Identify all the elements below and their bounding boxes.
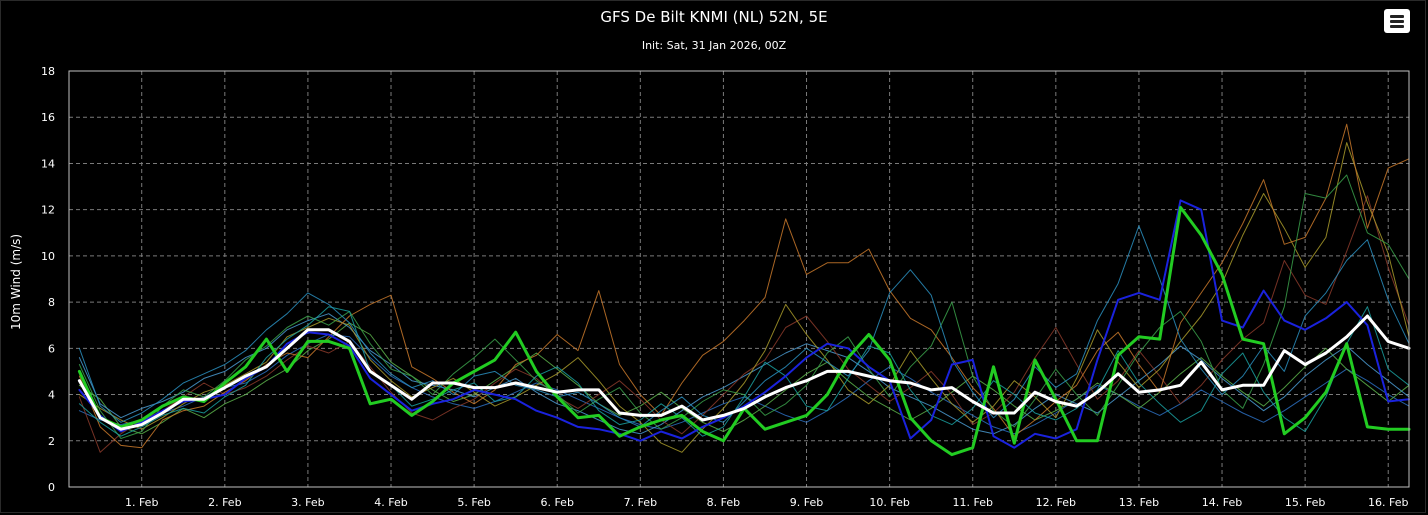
- y-tick-labels: 0 2 4 6 8 10 12 14 16 18: [41, 65, 55, 494]
- y-tick-label: 4: [48, 389, 55, 402]
- series-line: [78, 322, 1410, 435]
- plot-border: [68, 70, 1410, 488]
- x-tick-label: 7. Feb: [624, 496, 657, 509]
- y-tick-label: 8: [48, 296, 55, 309]
- y-tick-label: 0: [48, 481, 55, 494]
- x-tick-label: 3. Feb: [291, 496, 324, 509]
- series-line: [78, 174, 1410, 439]
- x-tick-label: 11. Feb: [952, 496, 992, 509]
- hamburger-menu-icon[interactable]: [1384, 9, 1410, 33]
- series-line: [78, 195, 1410, 453]
- series-line: [77, 205, 1411, 457]
- series-group: [77, 123, 1411, 457]
- y-tick-label: 2: [48, 435, 55, 448]
- x-tick-label: 4. Feb: [374, 496, 407, 509]
- chart-title: GFS De Bilt KNMI (NL) 52N, 5E: [600, 8, 828, 26]
- x-tick-label: 1. Feb: [125, 496, 158, 509]
- chart-subtitle: Init: Sat, 31 Jan 2026, 00Z: [641, 39, 787, 52]
- x-tick-label: 8. Feb: [707, 496, 740, 509]
- series-line: [78, 225, 1410, 428]
- y-tick-label: 10: [41, 250, 55, 263]
- series-line: [77, 314, 1411, 431]
- y-tick-label: 14: [41, 157, 55, 170]
- x-tick-label: 15. Feb: [1285, 496, 1325, 509]
- series-line: [78, 142, 1410, 453]
- grid: [69, 71, 1409, 487]
- y-tick-label: 18: [41, 65, 55, 78]
- x-tick-label: 6. Feb: [540, 496, 573, 509]
- y-tick-label: 6: [48, 342, 55, 355]
- x-tick-label: 10. Feb: [869, 496, 909, 509]
- x-tick-label: 13. Feb: [1119, 496, 1159, 509]
- series-line: [78, 334, 1410, 435]
- x-tick-label: 9. Feb: [790, 496, 823, 509]
- x-tick-label: 2. Feb: [208, 496, 241, 509]
- x-tick-label: 16. Feb: [1368, 496, 1408, 509]
- y-tick-label: 16: [41, 111, 55, 124]
- series-line: [78, 123, 1410, 449]
- y-tick-label: 12: [41, 204, 55, 217]
- series-line: [78, 313, 1410, 435]
- series-line: [78, 306, 1410, 437]
- x-tick-label: 12. Feb: [1036, 496, 1076, 509]
- x-tick-label: 5. Feb: [457, 496, 490, 509]
- x-tick-labels: 1. Feb 2. Feb 3. Feb 4. Feb 5. Feb 6. Feb 7. F…: [125, 496, 1408, 509]
- x-tick-label: 14. Feb: [1202, 496, 1242, 509]
